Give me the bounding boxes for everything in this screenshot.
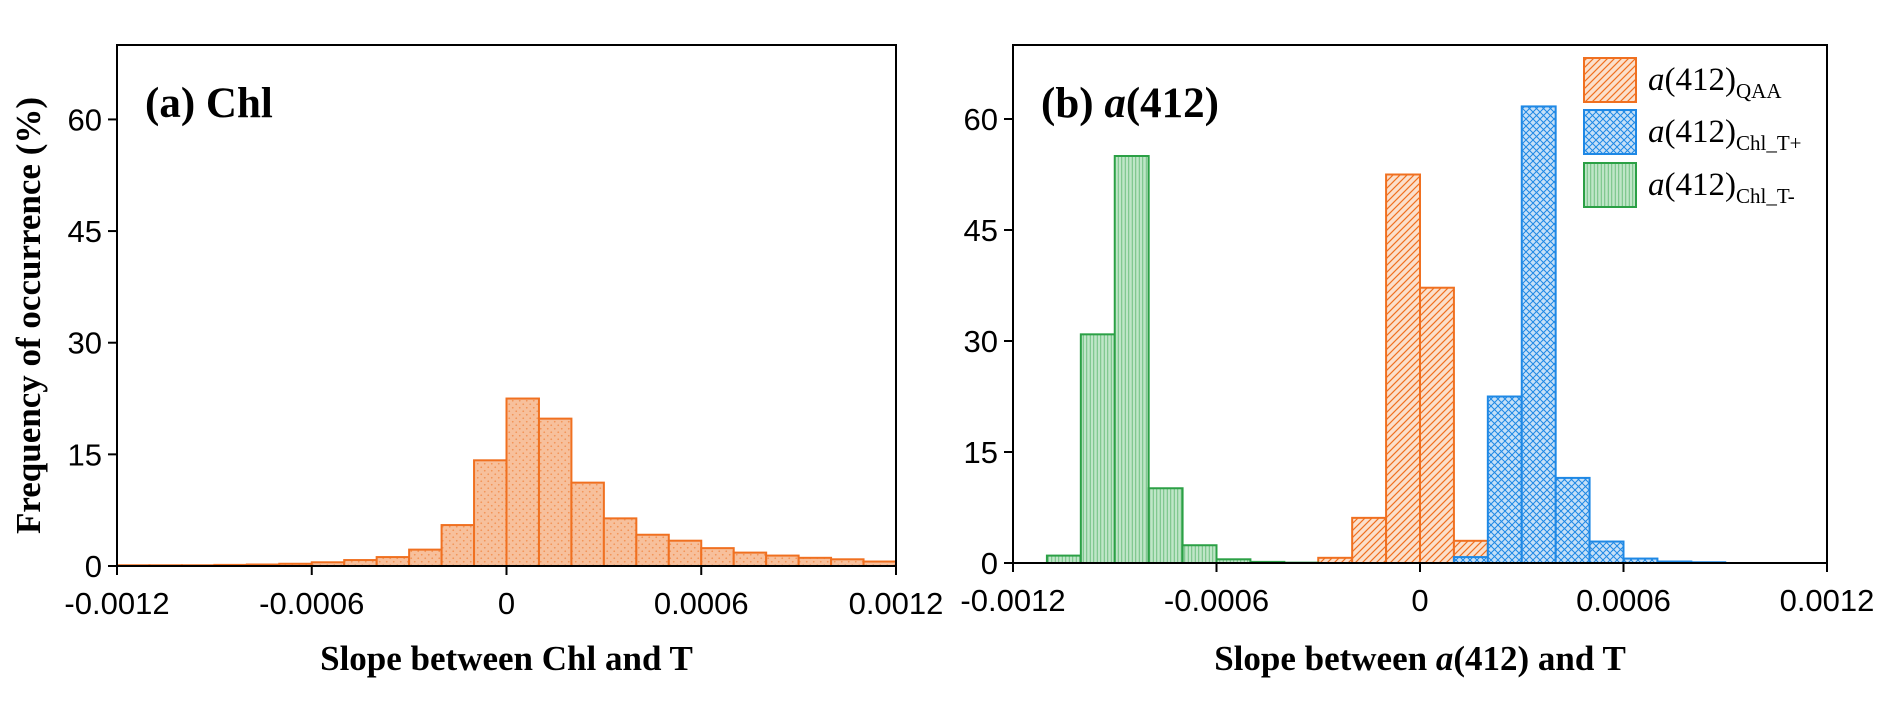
panel-b-legend: a(412)QAA a(412)Chl_T+ a(412)Chl_T-	[1583, 57, 1802, 208]
x-tick-label: -0.0006	[1164, 583, 1269, 618]
y-tick-label: 30	[964, 324, 998, 359]
x-tick-label: -0.0012	[960, 583, 1065, 618]
panel-a-label-prefix: (a)	[145, 80, 206, 127]
y-tick-label: 30	[68, 326, 102, 361]
legend-item-chl-t-plus: a(412)Chl_T+	[1583, 109, 1802, 155]
histogram-bar	[700, 547, 735, 568]
x-tick-label: -0.0006	[259, 586, 364, 621]
x-tick-label: -0.0012	[64, 586, 169, 621]
histogram-bar	[667, 539, 703, 567]
histogram-bar	[1419, 286, 1455, 564]
x-tick-label: 0.0012	[1780, 583, 1875, 618]
x-tick-label: 0.0006	[654, 586, 749, 621]
panel-b-label-italic: a	[1104, 80, 1126, 127]
y-tick-label: 15	[68, 437, 102, 472]
y-tick-label: 45	[68, 214, 102, 249]
legend-swatch-chl-t-minus	[1583, 162, 1637, 208]
histogram-bar	[635, 533, 670, 567]
legend-label-chl-t-plus: a(412)Chl_T+	[1648, 114, 1802, 155]
panel-b-xlabel-prefix: Slope between	[1214, 639, 1436, 678]
panel-b-xlabel-italic: a	[1436, 639, 1454, 678]
x-tick-label: 0.0012	[849, 586, 944, 621]
y-tick-label: 0	[981, 546, 998, 581]
histogram-bar	[1588, 540, 1625, 564]
histogram-bar	[765, 554, 800, 568]
legend-swatch-chl-t-plus	[1583, 109, 1637, 155]
panel-a-label: (a) Chl	[145, 80, 273, 127]
panel-a: -0.0012 -0.0006 0 0.0006 0.0012 0 15 30 45 60 (a)…	[9, 44, 943, 678]
histogram-bar	[1554, 476, 1591, 564]
x-tick-label: 0	[1411, 583, 1428, 618]
histogram-bar	[1113, 155, 1150, 564]
y-tick-label: 0	[85, 549, 102, 584]
x-tick-label: 0	[498, 586, 515, 621]
legend-label-qaa: a(412)QAA	[1648, 62, 1782, 103]
legend-swatch-qaa	[1583, 57, 1637, 103]
panel-a-x-axis-title: Slope between Chl and T	[320, 639, 693, 678]
panel-a-label-main: Chl	[206, 80, 273, 127]
panel-a-bars	[116, 397, 898, 568]
histogram-bar	[505, 397, 540, 567]
histogram-bar	[830, 558, 865, 568]
histogram-bar	[473, 459, 508, 567]
panel-b-label-prefix: (b)	[1041, 80, 1104, 127]
y-tick-label: 15	[964, 435, 998, 470]
histogram-bar	[1147, 487, 1184, 565]
histogram-bar	[408, 548, 443, 568]
histogram-bar	[732, 551, 768, 567]
histogram-bar	[1520, 105, 1557, 564]
panel-b-xlabel-suffix: (412) and T	[1453, 639, 1625, 678]
panel-b-x-axis-title: Slope between a(412) and T	[1214, 639, 1626, 678]
x-tick-label: 0.0006	[1576, 583, 1671, 618]
legend-item-chl-t-minus: a(412)Chl_T-	[1583, 162, 1795, 208]
panel-b-ticks: -0.0012 -0.0006 0 0.0006 0.0012 0 15 30 45 60	[960, 102, 1874, 618]
histogram-bar	[1351, 516, 1388, 564]
histogram-bar	[1079, 333, 1116, 564]
y-tick-label: 45	[964, 213, 998, 248]
y-axis-title: Frequency of occurrence (%)	[9, 97, 48, 534]
histogram-bar	[1045, 554, 1082, 564]
histogram-bar	[537, 417, 573, 568]
histogram-bar	[1385, 173, 1422, 564]
histogram-bar	[1486, 395, 1523, 564]
panel-b-label: (b) a(412)	[1041, 80, 1219, 127]
y-tick-label: 60	[964, 102, 998, 137]
histogram-bar	[797, 556, 833, 568]
y-tick-label: 60	[68, 102, 102, 137]
legend-label-chl-t-minus: a(412)Chl_T-	[1648, 167, 1795, 208]
panel-b: -0.0012 -0.0006 0 0.0006 0.0012 0 15 30 45 60 (b)…	[960, 44, 1874, 678]
histogram-bar	[602, 517, 638, 568]
panel-a-ticks: -0.0012 -0.0006 0 0.0006 0.0012 0 15 30 45 60	[64, 102, 943, 621]
histogram-bar	[440, 524, 476, 567]
panel-b-label-main: (412)	[1126, 80, 1219, 127]
histogram-bar	[1181, 544, 1218, 564]
histogram-bar	[375, 556, 411, 567]
histogram-bar	[570, 481, 605, 568]
legend-item-qaa: a(412)QAA	[1583, 57, 1782, 103]
